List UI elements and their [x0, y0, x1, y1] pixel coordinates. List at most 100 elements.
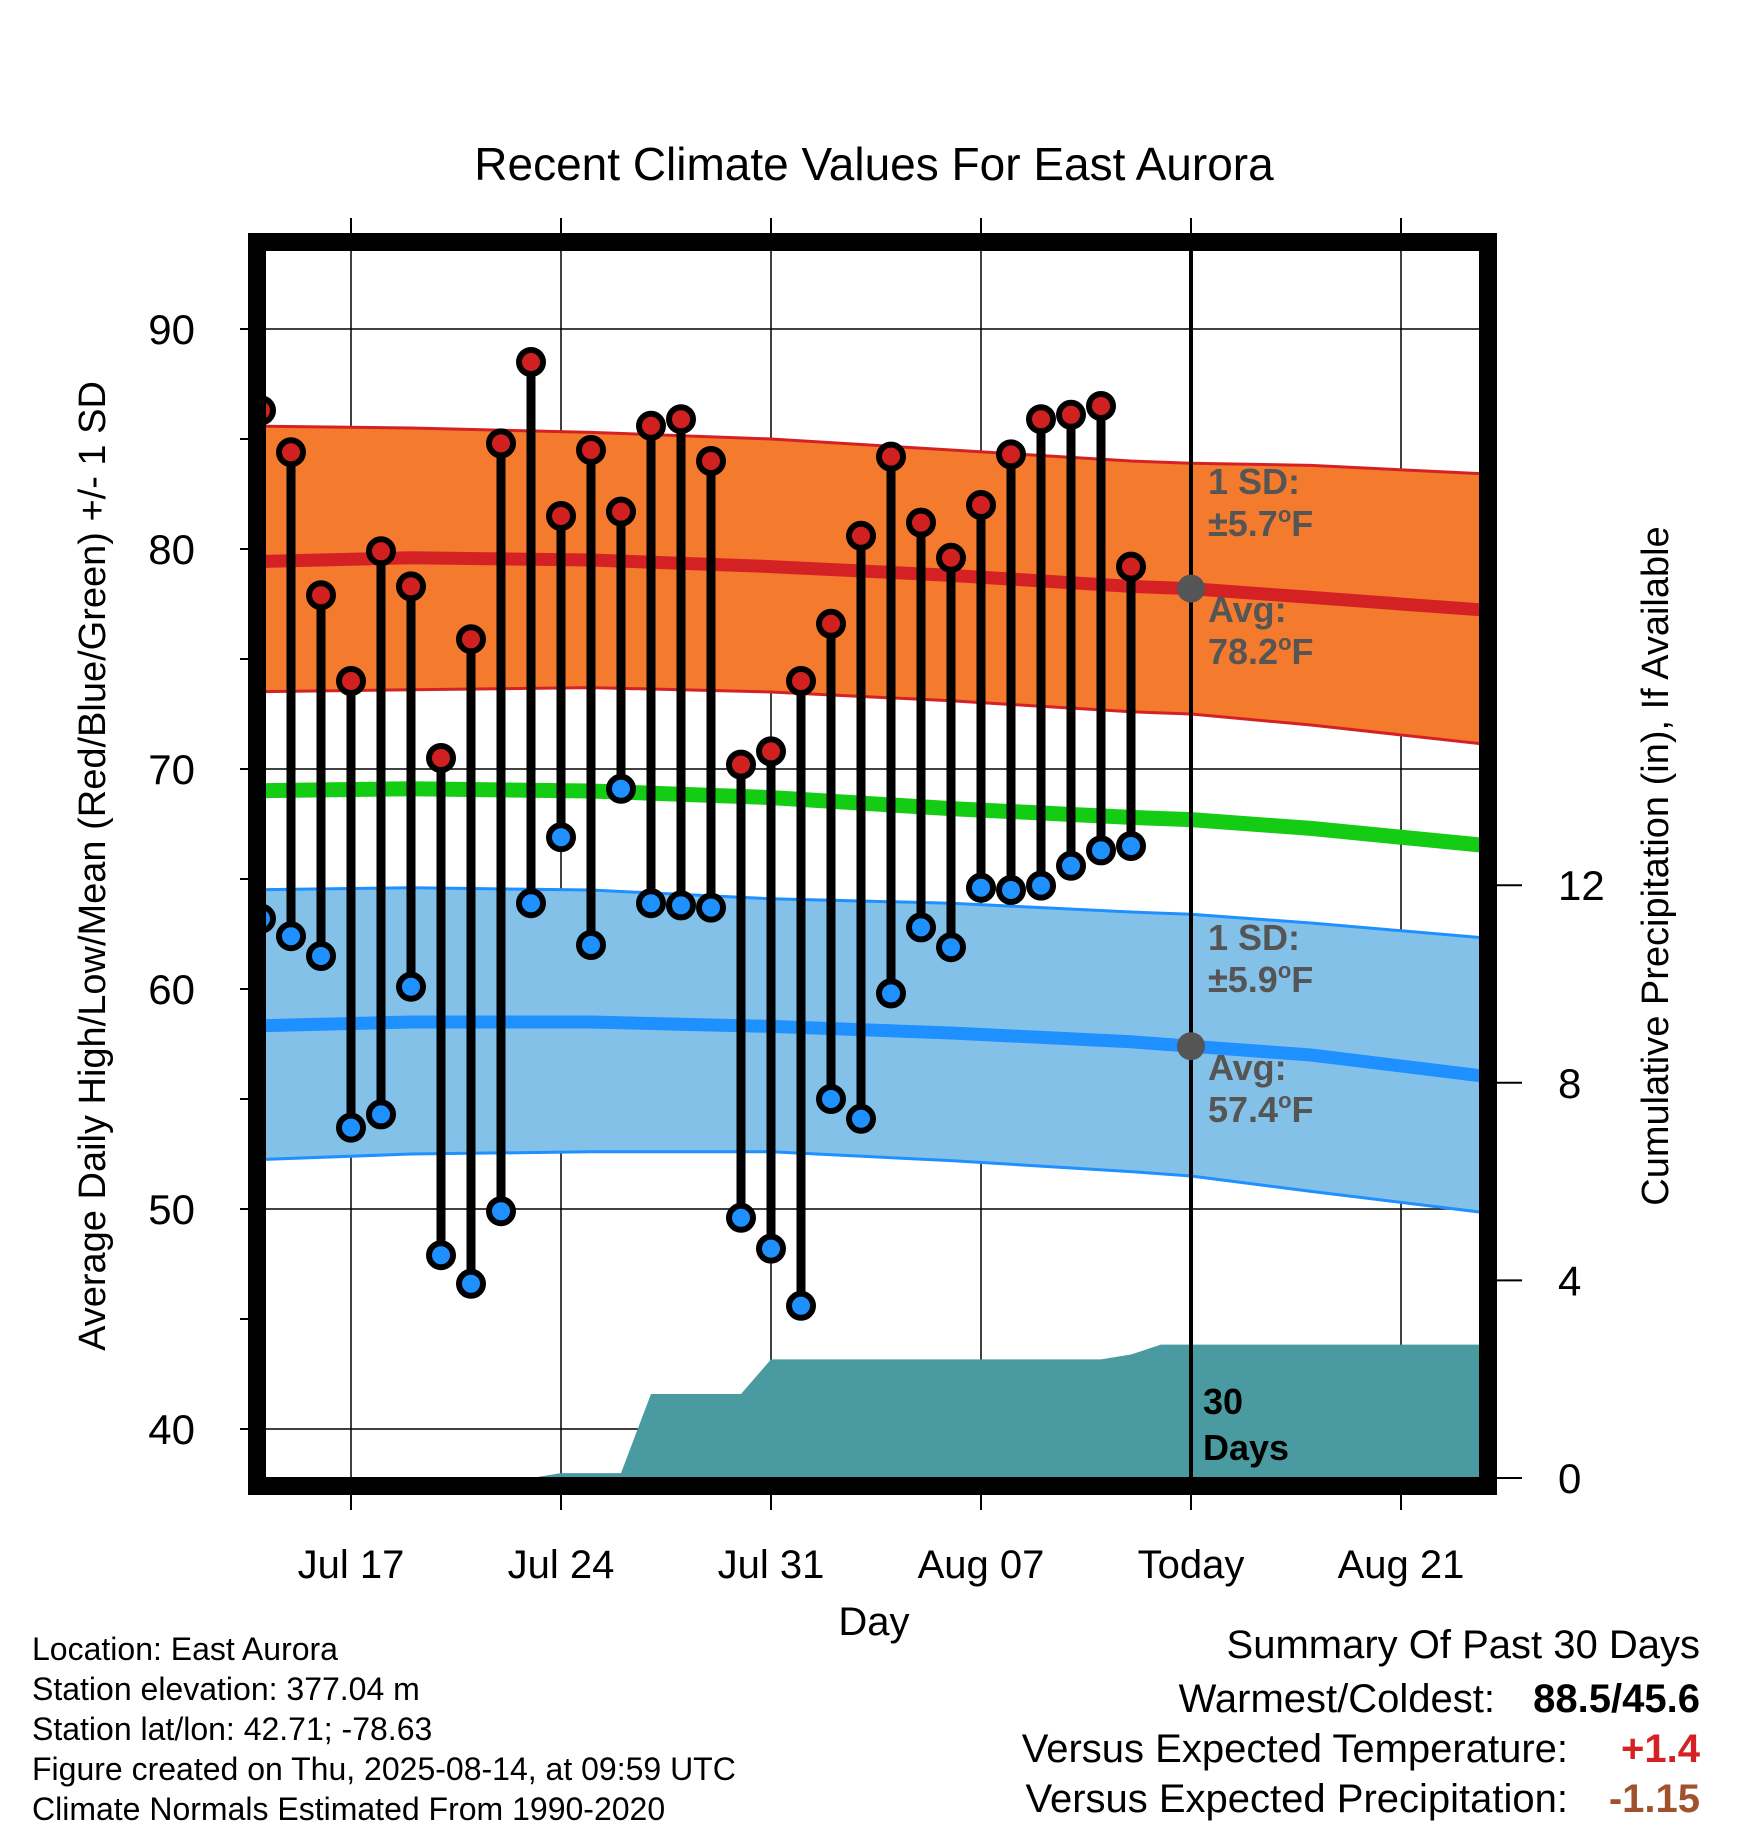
low-sd-annotation: 1 SD: — [1208, 917, 1300, 958]
summary-precip-label: Versus Expected Precipitation: — [1025, 1777, 1568, 1821]
high-average-annotation: Avg: — [1208, 589, 1287, 630]
daily-high-point — [576, 435, 606, 465]
daily-high-point — [786, 666, 816, 696]
low-sd-band — [265, 887, 1480, 1213]
plot-frame — [248, 233, 1497, 1495]
chart-title: Recent Climate Values For East Aurora — [474, 138, 1274, 190]
footer-created: Figure created on Thu, 2025-08-14, at 09… — [32, 1751, 736, 1787]
y-right-tick-label: 4 — [1558, 1257, 1581, 1304]
daily-low-point — [1026, 870, 1056, 901]
high-average-today-marker — [1177, 574, 1205, 603]
footer-location: Location: East Aurora — [32, 1631, 338, 1667]
low-average-today-marker — [1177, 1032, 1205, 1061]
daily-high-point — [756, 736, 786, 767]
y-left-tick-label: 40 — [148, 1406, 195, 1453]
daily-high-point — [456, 624, 486, 655]
footer-normals: Climate Normals Estimated From 1990-2020 — [32, 1791, 665, 1827]
x-tick-label: Jul 31 — [718, 1543, 825, 1587]
daily-high-point — [1086, 391, 1116, 421]
daily-high-point — [426, 743, 456, 773]
daily-low-point — [366, 1099, 396, 1130]
low-average-value: 57.4oF — [1208, 1088, 1314, 1130]
daily-high-point — [876, 441, 906, 472]
x-tick-label: Aug 21 — [1338, 1543, 1465, 1587]
daily-low-point — [666, 890, 696, 921]
daily-high-point — [696, 446, 726, 476]
y-right-tick-label: 12 — [1558, 862, 1605, 909]
y-left-tick-label: 80 — [148, 526, 195, 573]
daily-low-point — [396, 971, 426, 1002]
summary-temp-label: Versus Expected Temperature: — [1022, 1727, 1568, 1771]
high-sd-annotation: 1 SD: — [1208, 461, 1300, 502]
footer-info: Location: East Aurora Station elevation:… — [32, 1631, 736, 1827]
y-left-tick-label: 50 — [148, 1186, 195, 1233]
daily-high-point — [265, 395, 276, 425]
daily-high-point — [996, 439, 1026, 470]
summary-heading: Summary Of Past 30 Days — [1227, 1623, 1700, 1667]
precip-period-label-days: Days — [1203, 1427, 1289, 1468]
daily-low-point — [726, 1202, 756, 1233]
daily-low-point — [1116, 831, 1146, 861]
y-left-tick-label: 60 — [148, 966, 195, 1013]
y-right-tick-label: 8 — [1558, 1060, 1581, 1107]
precipitation-area — [265, 1344, 1480, 1478]
daily-low-point — [576, 930, 606, 960]
x-axis-label: Day — [838, 1600, 909, 1644]
footer-latlon: Station lat/lon: 42.71; -78.63 — [32, 1711, 432, 1747]
summary-panel: Summary Of Past 30 Days Warmest/Coldest:… — [1022, 1623, 1701, 1821]
daily-high-point — [666, 404, 696, 435]
daily-low-point — [486, 1196, 516, 1227]
x-tick-label: Aug 07 — [918, 1543, 1045, 1587]
daily-high-point — [396, 571, 426, 602]
high-average-value: 78.2oF — [1208, 630, 1314, 672]
daily-low-point — [636, 888, 666, 919]
daily-high-point — [936, 542, 966, 573]
daily-high-point — [816, 608, 846, 639]
daily-low-point — [265, 904, 276, 934]
daily-low-point — [456, 1268, 486, 1299]
daily-low-point — [876, 978, 906, 1009]
daily-high-point — [726, 749, 756, 780]
daily-high-point — [516, 347, 546, 377]
daily-low-point — [546, 822, 576, 853]
daily-high-point — [366, 536, 396, 567]
daily-high-point — [546, 501, 576, 531]
summary-temp-value: +1.4 — [1621, 1727, 1701, 1771]
daily-low-point — [816, 1084, 846, 1114]
y-left-tick-label: 90 — [148, 306, 195, 353]
x-tick-label: Jul 17 — [298, 1543, 405, 1587]
daily-low-point — [426, 1240, 456, 1271]
daily-high-point — [486, 428, 516, 459]
daily-high-point — [906, 507, 936, 538]
summary-warm-cold-label: Warmest/Coldest: — [1179, 1677, 1495, 1721]
daily-high-point — [1026, 404, 1056, 435]
daily-high-point — [846, 520, 876, 551]
low-sd-value: ±5.9oF — [1208, 958, 1313, 1000]
daily-high-point — [276, 437, 306, 468]
low-average-annotation: Avg: — [1208, 1047, 1287, 1088]
daily-low-point — [906, 912, 936, 943]
daily-low-point — [516, 888, 546, 919]
daily-low-point — [336, 1112, 366, 1143]
daily-low-point — [996, 875, 1026, 905]
precip-period-label: 30 — [1203, 1381, 1243, 1422]
summary-precip-value: -1.15 — [1609, 1777, 1700, 1821]
daily-high-point — [336, 666, 366, 696]
daily-low-point — [606, 773, 636, 804]
daily-high-point — [606, 496, 636, 527]
daily-low-point — [1149, 0, 1173, 12]
daily-low-point — [306, 941, 336, 971]
high-sd-value: ±5.7oF — [1208, 502, 1313, 544]
daily-low-point — [786, 1290, 816, 1321]
y-left-tick-label: 70 — [148, 746, 195, 793]
daily-low-point — [1056, 850, 1086, 881]
daily-high-point — [1116, 551, 1146, 582]
y-axis-left-label: Average Daily High/Low/Mean (Red/Blue/Gr… — [72, 381, 114, 1351]
summary-warm-cold-value: 88.5/45.6 — [1533, 1677, 1700, 1721]
y-right-tick-label: 0 — [1558, 1455, 1581, 1502]
daily-high-point — [1149, 0, 1173, 12]
daily-high-point — [306, 580, 336, 611]
y-axis-right-label: Cumulative Precipitation (in), If Availa… — [1635, 526, 1677, 1205]
